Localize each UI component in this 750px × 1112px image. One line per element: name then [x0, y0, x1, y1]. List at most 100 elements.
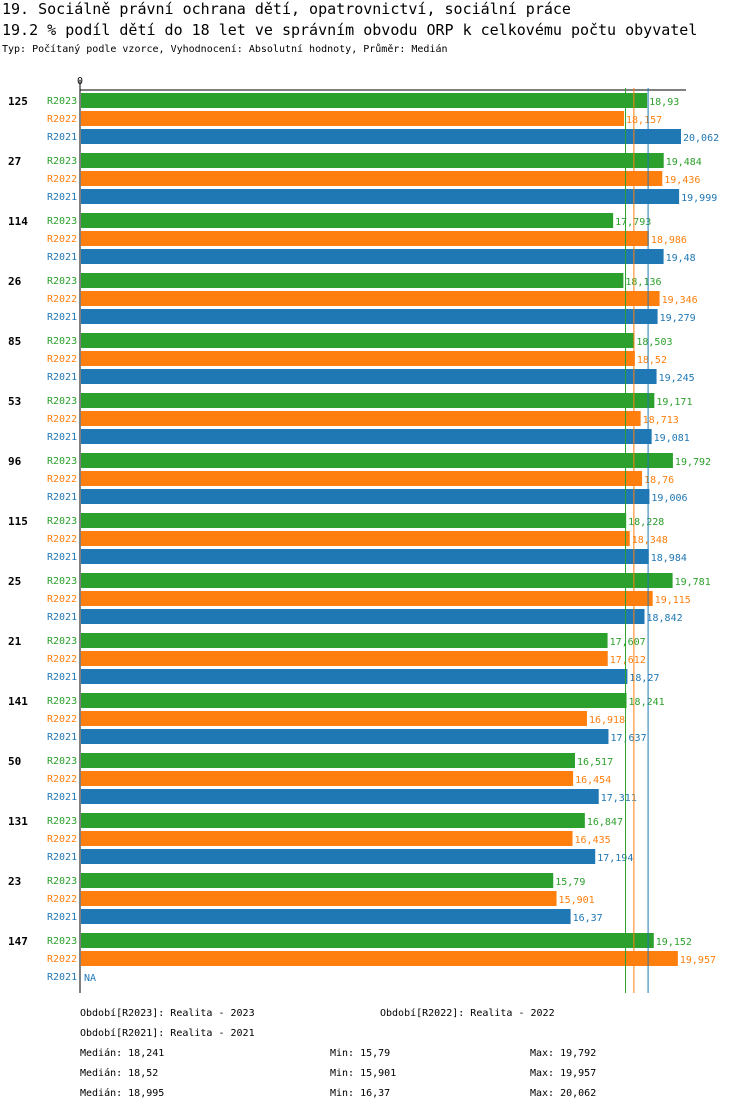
bar: [81, 189, 680, 204]
stat-max-r2022: Max: 19,957: [530, 1068, 597, 1079]
stat-max-r2021: Max: 20,062: [530, 1088, 597, 1099]
series-label: R2021: [47, 312, 77, 323]
value-label: 19,152: [656, 937, 692, 948]
bar: [81, 489, 650, 504]
group-label: 125: [8, 95, 28, 108]
value-label: 20,062: [683, 133, 719, 144]
value-label: 19,245: [659, 373, 695, 384]
bar: [81, 231, 649, 246]
value-label: 18,713: [643, 415, 679, 426]
series-label: R2023: [47, 456, 77, 467]
bar: [81, 729, 609, 744]
series-label: R2023: [47, 576, 77, 587]
bar: [81, 309, 658, 324]
series-label: R2022: [47, 714, 77, 725]
series-label: R2021: [47, 672, 77, 683]
series-label: R2022: [47, 834, 77, 845]
series-label: R2023: [47, 156, 77, 167]
value-label: 16,517: [577, 757, 613, 768]
bar: [81, 633, 608, 648]
series-label: R2022: [47, 474, 77, 485]
value-label: 19,781: [675, 577, 711, 588]
value-label: 19,484: [666, 157, 702, 168]
chart-title: 19. Sociálně právní ochrana dětí, opatro…: [2, 0, 571, 18]
value-label: 17,612: [610, 655, 646, 666]
value-label: 15,79: [555, 877, 585, 888]
stat-max-r2023: Max: 19,792: [530, 1048, 597, 1059]
series-label: R2023: [47, 696, 77, 707]
series-label: R2023: [47, 936, 77, 947]
group-label: 26: [8, 275, 22, 288]
series-label: R2021: [47, 492, 77, 503]
value-label: 18,984: [651, 553, 687, 564]
series-label: R2021: [47, 132, 77, 143]
value-label: 18,241: [629, 697, 665, 708]
group-label: 131: [8, 815, 28, 828]
bar: [81, 531, 630, 546]
bar: [81, 369, 657, 384]
group-label: 141: [8, 695, 28, 708]
series-label: R2021: [47, 912, 77, 923]
bar: [81, 471, 643, 486]
bar: [81, 873, 554, 888]
series-label: R2023: [47, 96, 77, 107]
value-label: 18,27: [629, 673, 659, 684]
bar: [81, 129, 681, 144]
chart-type-line: Typ: Počítaný podle vzorce, Vyhodnocení:…: [2, 44, 448, 55]
value-label: 17,637: [610, 733, 646, 744]
value-label: 16,435: [575, 835, 611, 846]
group-label: 147: [8, 935, 28, 948]
bar: [81, 273, 624, 288]
series-label: R2021: [47, 852, 77, 863]
bar: [81, 609, 645, 624]
bar: [81, 789, 599, 804]
value-label: 19,436: [664, 175, 700, 186]
series-label: R2022: [47, 114, 77, 125]
stat-min-r2023: Min: 15,79: [330, 1048, 391, 1059]
group-label: 50: [8, 755, 21, 768]
bar-chart: 0125R202318,93R202218,157R202120,06227R2…: [8, 76, 719, 993]
bar: [81, 333, 635, 348]
group-label: 23: [8, 875, 21, 888]
value-label: 18,986: [651, 235, 687, 246]
bar: [81, 711, 587, 726]
bar: [81, 351, 635, 366]
stat-median-r2021: Medián: 18,995: [80, 1088, 165, 1099]
series-label: R2022: [47, 954, 77, 965]
group-label: 27: [8, 155, 21, 168]
value-label: 19,115: [655, 595, 691, 606]
series-label: R2022: [47, 534, 77, 545]
value-label: 15,901: [559, 895, 595, 906]
value-label: 19,006: [651, 493, 687, 504]
series-label: R2022: [47, 894, 77, 905]
bar: [81, 429, 652, 444]
value-label: 19,171: [656, 397, 692, 408]
bar: [81, 153, 664, 168]
bar: [81, 453, 673, 468]
series-label: R2022: [47, 354, 77, 365]
value-label: 18,348: [632, 535, 668, 546]
value-label: 16,918: [589, 715, 625, 726]
chart-subtitle: 19.2 % podíl dětí do 18 let ve správním …: [2, 21, 698, 39]
stat-min-r2022: Min: 15,901: [330, 1068, 397, 1079]
series-label: R2021: [47, 552, 77, 563]
bar: [81, 93, 648, 108]
bar: [81, 411, 641, 426]
group-label: 53: [8, 395, 21, 408]
bar: [81, 513, 627, 528]
value-label: 19,279: [660, 313, 696, 324]
bar: [81, 111, 625, 126]
bar: [81, 891, 557, 906]
series-label: R2021: [47, 792, 77, 803]
legend-r2023: Období[R2023]: Realita - 2023: [80, 1008, 255, 1019]
bar: [81, 591, 653, 606]
series-label: R2022: [47, 774, 77, 785]
value-label: 19,081: [654, 433, 690, 444]
value-label: 16,37: [573, 913, 603, 924]
group-label: 85: [8, 335, 21, 348]
group-label: 115: [8, 515, 28, 528]
bar: [81, 753, 575, 768]
value-label: 18,93: [649, 97, 679, 108]
bar: [81, 549, 649, 564]
value-label: 18,842: [647, 613, 683, 624]
